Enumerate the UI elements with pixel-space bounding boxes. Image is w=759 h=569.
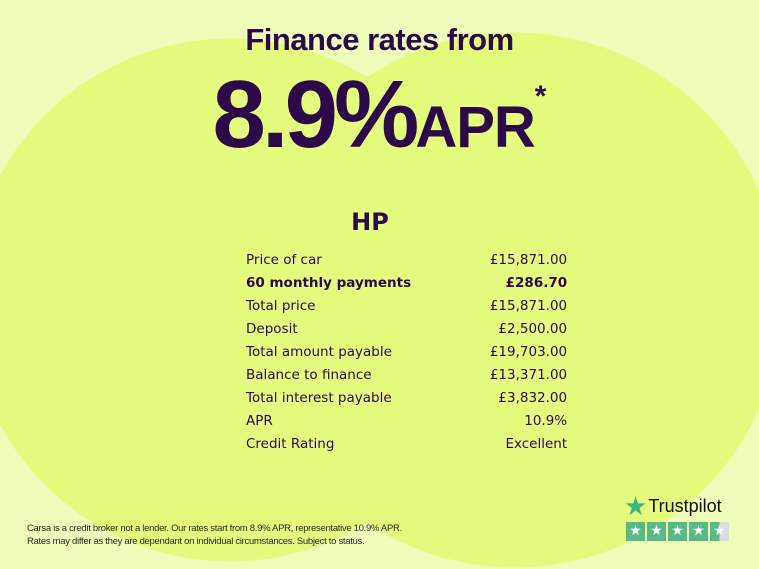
row-value: £19,703.00 bbox=[489, 343, 568, 360]
table-row: Credit Rating Excellent bbox=[243, 432, 570, 455]
trustpilot-badge[interactable]: ★ Trustpilot ★ ★ ★ ★ ★ bbox=[624, 491, 739, 541]
row-label: Total interest payable bbox=[246, 389, 392, 406]
rating-star-icon: ★ bbox=[689, 522, 708, 541]
rate-suffix: APR bbox=[415, 95, 535, 160]
row-value: 10.9% bbox=[524, 412, 568, 429]
disclaimer-line-2: Rates may differ as they are dependant o… bbox=[27, 536, 365, 547]
table-row: Total interest payable £3,832.00 bbox=[243, 386, 570, 409]
disclaimer-line-1: Carsa is a credit broker not a lender. O… bbox=[27, 523, 402, 534]
star-icon: ★ bbox=[624, 491, 648, 521]
rating-star-icon: ★ bbox=[647, 522, 666, 541]
row-label: 60 monthly payments bbox=[246, 274, 412, 291]
rate-display: 8.9%APR* bbox=[0, 60, 759, 170]
trustpilot-name: Trustpilot bbox=[648, 495, 722, 516]
asterisk: * bbox=[534, 80, 547, 113]
row-value: £286.70 bbox=[505, 274, 568, 291]
headline: Finance rates from bbox=[245, 22, 514, 57]
table-row: Price of car £15,871.00 bbox=[243, 248, 570, 271]
row-value: £15,871.00 bbox=[489, 297, 568, 314]
row-value: Excellent bbox=[505, 435, 568, 452]
table-row: Total price £15,871.00 bbox=[243, 294, 570, 317]
disclaimer: Carsa is a credit broker not a lender. O… bbox=[27, 522, 447, 548]
trustpilot-logo: ★ Trustpilot bbox=[624, 491, 739, 521]
finance-title: HP bbox=[351, 208, 389, 236]
table-row: Deposit £2,500.00 bbox=[243, 317, 570, 340]
rating-half-star-icon: ★ bbox=[710, 522, 729, 541]
table-row: APR 10.9% bbox=[243, 409, 570, 432]
row-label: Deposit bbox=[246, 320, 298, 337]
rate-value: 8.9% bbox=[212, 61, 420, 168]
table-row: 60 monthly payments £286.70 bbox=[243, 271, 570, 294]
row-value: £2,500.00 bbox=[498, 320, 568, 337]
row-label: Credit Rating bbox=[246, 435, 335, 452]
row-label: Balance to finance bbox=[246, 366, 372, 383]
row-value: £3,832.00 bbox=[498, 389, 568, 406]
row-label: APR bbox=[246, 412, 273, 429]
trustpilot-rating: ★ ★ ★ ★ ★ bbox=[626, 522, 739, 541]
table-row: Balance to finance £13,371.00 bbox=[243, 363, 570, 386]
row-label: Price of car bbox=[246, 251, 322, 268]
row-label: Total price bbox=[246, 297, 316, 314]
row-label: Total amount payable bbox=[246, 343, 392, 360]
rating-star-icon: ★ bbox=[626, 522, 645, 541]
row-value: £13,371.00 bbox=[489, 366, 568, 383]
finance-table: Price of car £15,871.00 60 monthly payment… bbox=[243, 248, 570, 455]
rating-star-icon: ★ bbox=[668, 522, 687, 541]
row-value: £15,871.00 bbox=[489, 251, 568, 268]
table-row: Total amount payable £19,703.00 bbox=[243, 340, 570, 363]
